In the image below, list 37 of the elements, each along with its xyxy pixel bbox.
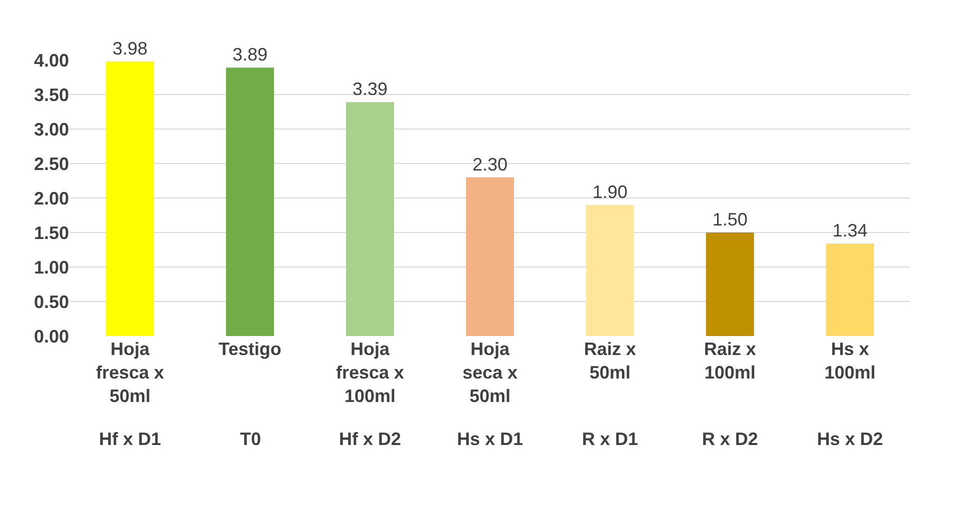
text: Hs x D1 [457, 429, 524, 449]
bar [346, 102, 394, 336]
x-tick-label: Hs x 100ml [824, 339, 876, 382]
data-label: 2.30 [472, 154, 508, 174]
y-tick-label: 1.50 [34, 222, 69, 243]
y-tick-label: 0.50 [34, 292, 69, 312]
text: R x D2 [702, 429, 758, 449]
y-tick-label: 3.00 [34, 119, 69, 140]
x-tick-label: Testigo [218, 339, 282, 359]
bar [826, 244, 874, 336]
data-label: 1.50 [712, 210, 748, 230]
bar [466, 177, 514, 336]
text: T0 [240, 429, 262, 449]
data-label: 3.98 [112, 38, 148, 58]
bar [106, 61, 154, 336]
bar [586, 204, 634, 336]
x-tick-label: Hoja seca x 50ml [462, 339, 518, 406]
data-label: 1.34 [832, 220, 868, 241]
x-tick-label: Raiz x 50ml [584, 339, 636, 382]
text: R x D1 [582, 429, 638, 449]
x-tick-label: Raiz x 100ml [704, 339, 756, 382]
text: Hf x D1 [99, 429, 162, 449]
text: Hs x D2 [817, 429, 884, 449]
y-tick-label: 3.50 [34, 84, 69, 105]
y-tick-label: 1.00 [34, 257, 69, 278]
bar [706, 232, 754, 336]
y-tick-label: 2.50 [34, 154, 69, 174]
y-tick-label: 0.00 [34, 326, 69, 346]
x-tick-label: Hoja fresca x 100ml [336, 339, 404, 406]
y-tick-label: 2.00 [34, 188, 69, 208]
data-label: 3.89 [232, 44, 268, 65]
data-label: 3.39 [352, 79, 388, 100]
bar [226, 68, 274, 336]
data-label: 1.90 [592, 182, 628, 202]
y-tick-label: 4.00 [34, 50, 69, 70]
text: Hf x D2 [339, 429, 402, 449]
x-tick-label: Hoja fresca x 50ml [96, 339, 164, 406]
